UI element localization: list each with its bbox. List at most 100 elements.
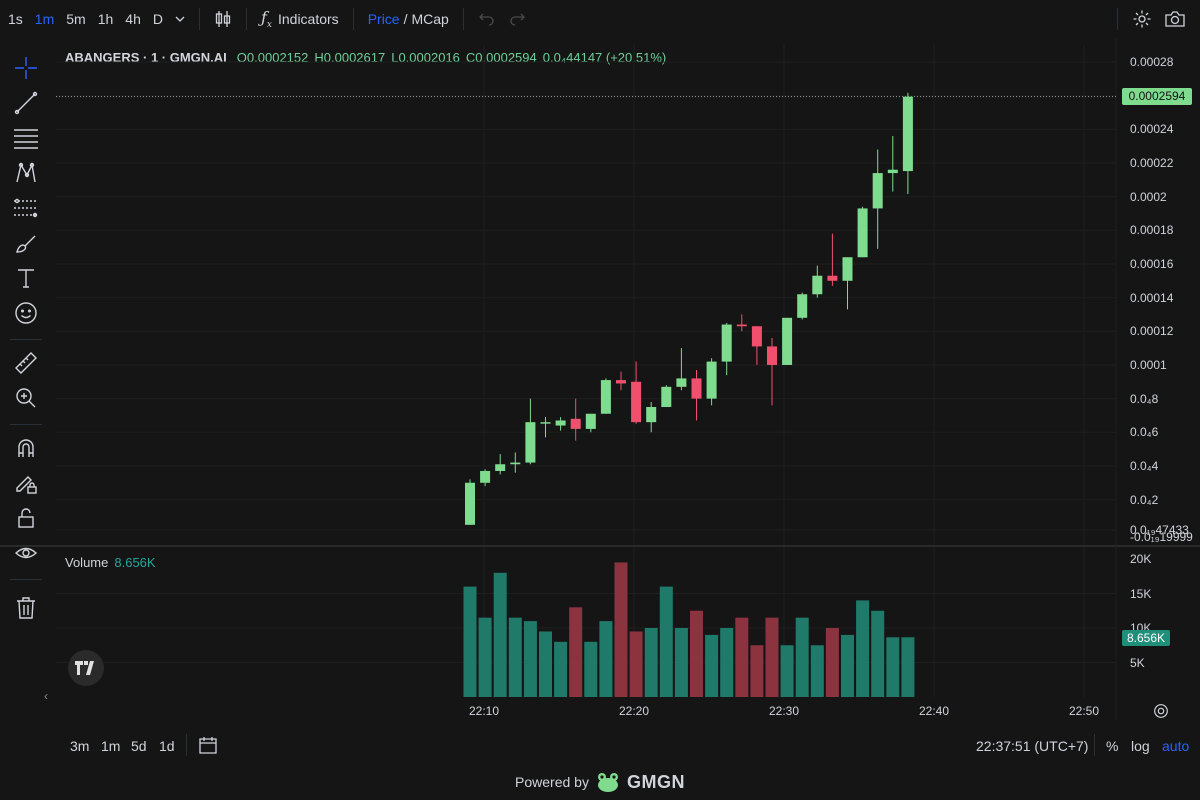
candle-body [767, 346, 777, 365]
auto-toggle[interactable]: auto [1162, 738, 1190, 754]
price-tick-label: 0.00028 [1130, 55, 1174, 69]
redo-button[interactable] [502, 12, 532, 26]
price-tick-label: 0.00018 [1130, 223, 1174, 238]
timeframe-d[interactable]: D [152, 11, 163, 27]
crosshair-tool[interactable] [12, 54, 40, 82]
candle-body [661, 386, 672, 408]
timeframe-4h[interactable]: 4h [125, 11, 141, 27]
time-tick-label: 22:40 [919, 704, 950, 718]
volume-bar [629, 631, 643, 697]
indicators-button[interactable]: ƒx Indicators [255, 8, 345, 30]
toolbar-divider [1117, 8, 1118, 30]
ruler-icon [15, 352, 37, 374]
price-tick-label: 0.0₄6 [1130, 425, 1159, 440]
dotted-lines-icon [14, 198, 38, 218]
volume-bar [644, 628, 658, 697]
toolbar-divider [245, 8, 247, 30]
change-value: 0.0₄44147 (+20.51%) [542, 50, 667, 65]
eye-icon [14, 547, 38, 559]
candle-body [827, 275, 838, 281]
candle-body [540, 422, 551, 424]
toolbar-divider [462, 8, 464, 30]
magnet-tool[interactable] [12, 434, 40, 462]
price-tick-label: 0.0₁₉47433 [1130, 523, 1189, 538]
volume-bar [599, 621, 613, 697]
clock-timezone[interactable]: 22:37:51 (UTC+7) [976, 738, 1089, 754]
volume-legend: Volume 8.656K [65, 555, 156, 570]
volume-bar [569, 607, 583, 697]
brush-tool[interactable] [12, 229, 40, 257]
timeframe-1s[interactable]: 1s [8, 11, 23, 27]
candle-type-button[interactable] [208, 9, 238, 29]
trend-line-tool[interactable] [12, 89, 40, 117]
time-tick-label: 22:50 [1069, 704, 1100, 718]
fib-tool[interactable] [12, 124, 40, 152]
emoji-tool[interactable] [12, 299, 40, 327]
volume-bar [871, 610, 885, 697]
range-3m[interactable]: 3m [70, 738, 90, 754]
close-value: C0.0002594 [465, 50, 537, 65]
timeframe-1h[interactable]: 1h [97, 11, 114, 27]
top-toolbar: 1s 1m 5m 1h 4h D ƒx Indicators Price / M… [0, 0, 1200, 38]
timeframe-dropdown-chevron-icon[interactable] [169, 11, 191, 27]
time-tick-label: 22:20 [619, 704, 650, 718]
volume-bar [690, 610, 703, 697]
volume-bar [478, 617, 492, 697]
candle-body [525, 422, 536, 463]
zoom-tool[interactable] [12, 384, 40, 412]
candle-body [616, 380, 626, 384]
volume-bar [508, 617, 522, 697]
price-mcap-toggle[interactable]: Price / MCap [362, 11, 455, 27]
range-1m[interactable]: 1m [101, 738, 121, 754]
axis-settings-button[interactable] [1152, 702, 1170, 725]
tool-divider [10, 339, 42, 340]
volume-bar [659, 586, 673, 697]
price-tick-label: 0.0002 [1130, 189, 1167, 204]
mcap-option[interactable]: MCap [411, 11, 449, 27]
timeframe-5m[interactable]: 5m [66, 11, 86, 27]
pattern-tool[interactable] [12, 159, 40, 187]
lock-all-tool[interactable] [12, 504, 40, 532]
price-tick-label: 0.00014 [1130, 290, 1174, 305]
crosshair-icon [15, 57, 37, 79]
undo-icon [478, 13, 494, 26]
candle-body [631, 381, 642, 423]
toolbar-divider [186, 734, 187, 756]
candles-icon [215, 11, 231, 27]
prediction-tool[interactable] [12, 194, 40, 222]
fx-icon: ƒx [260, 7, 272, 31]
lock-drawing-tool[interactable] [12, 469, 40, 497]
collapse-toolbar-chevron-icon[interactable]: ‹ [44, 689, 48, 703]
price-tick-label: 0.0₄4 [1130, 458, 1159, 473]
toolbar-divider [352, 8, 354, 30]
redo-icon [510, 13, 525, 26]
range-1d[interactable]: 1d [159, 738, 175, 754]
measure-tool[interactable] [12, 349, 40, 377]
time-tick-label: 22:10 [469, 704, 500, 718]
candle-body [510, 462, 521, 465]
calendar-icon [199, 737, 217, 754]
timeframe-1m[interactable]: 1m [34, 11, 55, 27]
log-toggle[interactable]: log [1131, 738, 1150, 754]
screenshot-button[interactable] [1158, 10, 1192, 28]
goto-date-button[interactable] [198, 735, 218, 758]
percent-toggle[interactable]: % [1106, 738, 1119, 754]
text-tool[interactable] [12, 264, 40, 292]
tradingview-logo[interactable] [68, 650, 104, 686]
volume-bar [765, 617, 779, 697]
price-tick-label: 0.0001 [1130, 357, 1167, 372]
price-tick-label: -0.0₁₉19999 [1130, 529, 1193, 544]
range-5d[interactable]: 5d [131, 738, 147, 754]
price-tick-label: 0.00022 [1130, 155, 1174, 170]
volume-bar [523, 621, 537, 697]
candle-body [797, 294, 808, 318]
hide-drawings-tool[interactable] [12, 539, 40, 567]
settings-button[interactable] [1126, 9, 1158, 29]
gmgn-frog-icon [597, 773, 618, 792]
remove-drawings-tool[interactable] [12, 594, 40, 622]
candle-body [887, 169, 898, 174]
powered-by-footer: Powered by GMGN [0, 768, 1200, 796]
undo-button[interactable] [472, 12, 502, 26]
price-option[interactable]: Price [367, 11, 400, 27]
